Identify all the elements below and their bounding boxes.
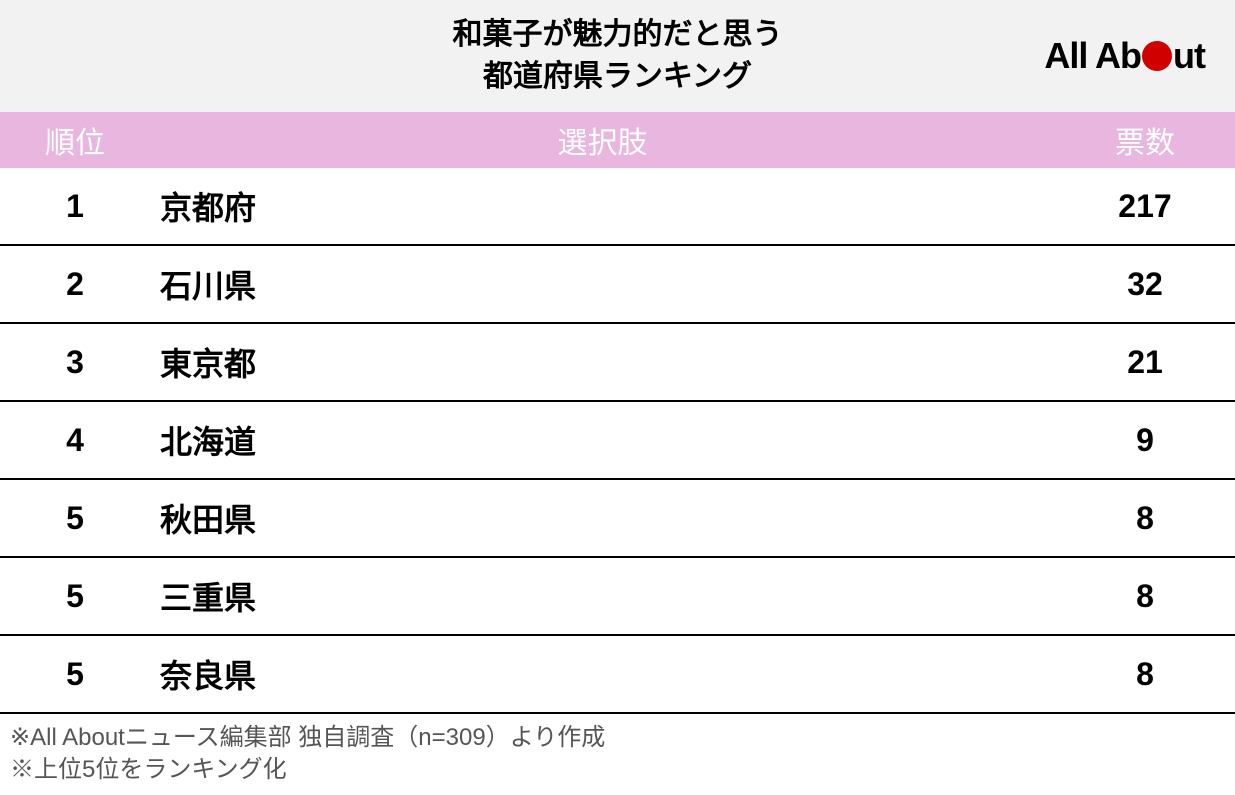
cell-rank: 4 — [0, 422, 150, 459]
cell-choice: 京都府 — [150, 183, 1055, 229]
col-header-votes: 票数 — [1055, 118, 1235, 162]
cell-choice: 秋田県 — [150, 495, 1055, 541]
cell-votes: 8 — [1055, 656, 1235, 693]
cell-votes: 32 — [1055, 266, 1235, 303]
cell-rank: 3 — [0, 344, 150, 381]
title-line-2: 都道府県ランキング — [483, 60, 752, 93]
allabout-logo: All Ab ut — [1044, 35, 1205, 77]
table-row: 4北海道9 — [0, 402, 1235, 480]
logo-red-dot-icon — [1142, 41, 1172, 71]
header-bar: 和菓子が魅力的だと思う 都道府県ランキング All Ab ut — [0, 0, 1235, 112]
title-line-1: 和菓子が魅力的だと思う — [453, 18, 783, 51]
cell-rank: 2 — [0, 266, 150, 303]
cell-rank: 5 — [0, 578, 150, 615]
table-row: 5奈良県8 — [0, 636, 1235, 714]
cell-choice: 奈良県 — [150, 651, 1055, 697]
cell-choice: 三重県 — [150, 573, 1055, 619]
cell-rank: 1 — [0, 188, 150, 225]
ranking-container: 和菓子が魅力的だと思う 都道府県ランキング All Ab ut 順位 選択肢 票数… — [0, 0, 1235, 795]
cell-choice: 東京都 — [150, 339, 1055, 385]
col-header-rank: 順位 — [0, 118, 150, 162]
cell-votes: 21 — [1055, 344, 1235, 381]
table-body: 1京都府2172石川県323東京都214北海道95秋田県85三重県85奈良県8 — [0, 168, 1235, 714]
footnote-1: ※All Aboutニュース編集部 独自調査（n=309）より作成 — [10, 722, 1225, 754]
col-header-choice: 選択肢 — [150, 118, 1055, 162]
table-row: 3東京都21 — [0, 324, 1235, 402]
logo-text-2: ut — [1173, 35, 1205, 77]
table-row: 2石川県32 — [0, 246, 1235, 324]
table-header-row: 順位 選択肢 票数 — [0, 112, 1235, 168]
footnotes: ※All Aboutニュース編集部 独自調査（n=309）より作成 ※上位5位を… — [0, 714, 1235, 795]
page-title: 和菓子が魅力的だと思う 都道府県ランキング — [453, 14, 783, 98]
cell-rank: 5 — [0, 656, 150, 693]
cell-votes: 217 — [1055, 188, 1235, 225]
table-row: 1京都府217 — [0, 168, 1235, 246]
cell-choice: 北海道 — [150, 417, 1055, 463]
cell-rank: 5 — [0, 500, 150, 537]
cell-votes: 8 — [1055, 578, 1235, 615]
table-row: 5三重県8 — [0, 558, 1235, 636]
cell-votes: 9 — [1055, 422, 1235, 459]
cell-votes: 8 — [1055, 500, 1235, 537]
footnote-2: ※上位5位をランキング化 — [10, 754, 1225, 786]
table-row: 5秋田県8 — [0, 480, 1235, 558]
logo-text-1: All Ab — [1044, 35, 1141, 77]
cell-choice: 石川県 — [150, 261, 1055, 307]
